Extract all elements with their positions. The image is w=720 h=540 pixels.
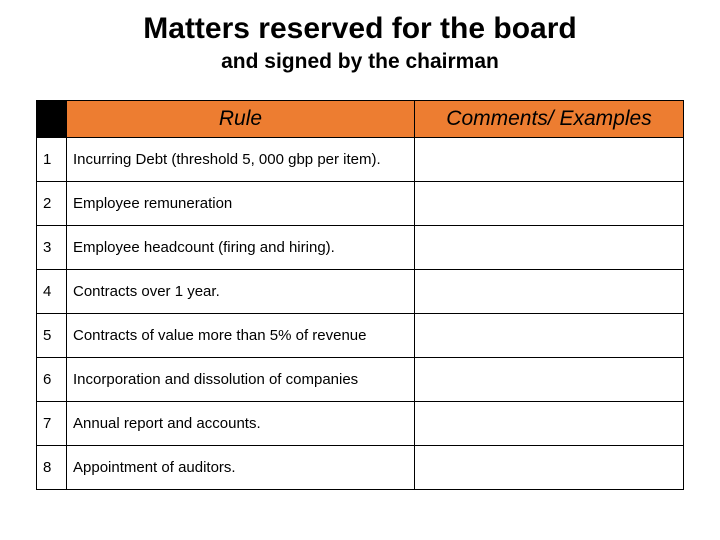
table-row: 3 Employee headcount (firing and hiring)… xyxy=(37,226,684,270)
table-row: 8 Appointment of auditors. xyxy=(37,446,684,490)
cell-rule: Annual report and accounts. xyxy=(67,402,415,446)
header-num xyxy=(37,101,67,138)
table-row: 1 Incurring Debt (threshold 5, 000 gbp p… xyxy=(37,138,684,182)
table-row: 4 Contracts over 1 year. xyxy=(37,270,684,314)
cell-comments xyxy=(415,358,684,402)
cell-num: 8 xyxy=(37,446,67,490)
cell-rule: Contracts of value more than 5% of reven… xyxy=(67,314,415,358)
table-header-row: Rule Comments/ Examples xyxy=(37,101,684,138)
cell-num: 1 xyxy=(37,138,67,182)
cell-num: 7 xyxy=(37,402,67,446)
cell-num: 2 xyxy=(37,182,67,226)
cell-rule: Incorporation and dissolution of compani… xyxy=(67,358,415,402)
matters-table: Rule Comments/ Examples 1 Incurring Debt… xyxy=(36,100,684,490)
cell-comments xyxy=(415,138,684,182)
table-row: 6 Incorporation and dissolution of compa… xyxy=(37,358,684,402)
cell-num: 6 xyxy=(37,358,67,402)
table-body: 1 Incurring Debt (threshold 5, 000 gbp p… xyxy=(37,138,684,490)
cell-comments xyxy=(415,226,684,270)
cell-num: 5 xyxy=(37,314,67,358)
cell-rule: Employee remuneration xyxy=(67,182,415,226)
cell-comments xyxy=(415,446,684,490)
cell-num: 4 xyxy=(37,270,67,314)
cell-rule: Contracts over 1 year. xyxy=(67,270,415,314)
header-comments: Comments/ Examples xyxy=(415,101,684,138)
cell-comments xyxy=(415,314,684,358)
table-row: 5 Contracts of value more than 5% of rev… xyxy=(37,314,684,358)
table-row: 7 Annual report and accounts. xyxy=(37,402,684,446)
table-row: 2 Employee remuneration xyxy=(37,182,684,226)
cell-rule: Employee headcount (firing and hiring). xyxy=(67,226,415,270)
cell-rule: Incurring Debt (threshold 5, 000 gbp per… xyxy=(67,138,415,182)
cell-comments xyxy=(415,182,684,226)
cell-rule: Appointment of auditors. xyxy=(67,446,415,490)
header-rule: Rule xyxy=(67,101,415,138)
page-subtitle: and signed by the chairman xyxy=(36,50,684,74)
page-title: Matters reserved for the board xyxy=(36,12,684,46)
cell-num: 3 xyxy=(37,226,67,270)
cell-comments xyxy=(415,270,684,314)
cell-comments xyxy=(415,402,684,446)
